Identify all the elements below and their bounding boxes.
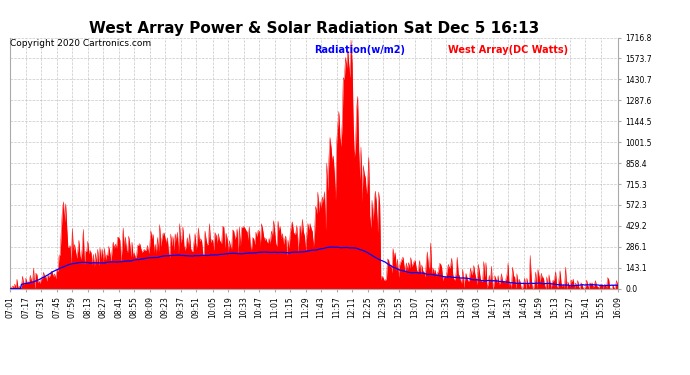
- Text: West Array(DC Watts): West Array(DC Watts): [448, 45, 568, 55]
- Text: Radiation(w/m2): Radiation(w/m2): [314, 45, 405, 55]
- Title: West Array Power & Solar Radiation Sat Dec 5 16:13: West Array Power & Solar Radiation Sat D…: [89, 21, 539, 36]
- Text: Copyright 2020 Cartronics.com: Copyright 2020 Cartronics.com: [10, 39, 152, 48]
